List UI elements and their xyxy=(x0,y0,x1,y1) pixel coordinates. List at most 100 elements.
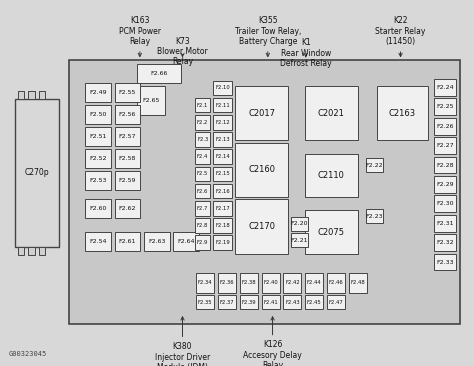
Text: F2.57: F2.57 xyxy=(119,134,136,139)
Bar xyxy=(85,199,111,218)
Bar xyxy=(305,273,323,293)
Text: F2.14: F2.14 xyxy=(215,154,230,159)
Bar xyxy=(305,210,358,254)
Text: K1
Rear Window
Defrost Relay: K1 Rear Window Defrost Relay xyxy=(280,38,331,68)
Text: C2110: C2110 xyxy=(318,171,345,180)
Bar xyxy=(137,64,181,83)
Bar xyxy=(115,232,140,251)
Text: F2.10: F2.10 xyxy=(215,85,230,90)
Bar xyxy=(291,233,308,247)
Text: F2.29: F2.29 xyxy=(436,182,454,187)
Bar xyxy=(85,232,111,251)
Bar xyxy=(69,60,460,324)
Text: F2.45: F2.45 xyxy=(307,300,322,305)
Bar xyxy=(434,254,456,270)
Text: F2.18: F2.18 xyxy=(215,223,230,228)
Text: F2.13: F2.13 xyxy=(216,137,230,142)
Text: F2.60: F2.60 xyxy=(90,206,107,211)
Bar xyxy=(434,137,456,154)
Text: F2.30: F2.30 xyxy=(437,201,454,206)
Text: F2.36: F2.36 xyxy=(220,280,234,285)
Text: F2.56: F2.56 xyxy=(119,112,136,117)
Text: F2.35: F2.35 xyxy=(198,300,212,305)
Text: C2170: C2170 xyxy=(248,222,275,231)
Bar xyxy=(85,171,111,190)
Bar xyxy=(115,149,140,168)
Text: K73
Blower Motor
Relay: K73 Blower Motor Relay xyxy=(157,37,208,66)
Text: F2.43: F2.43 xyxy=(285,300,300,305)
Bar xyxy=(240,295,258,309)
Bar xyxy=(366,209,383,223)
Text: F2.2: F2.2 xyxy=(197,120,208,125)
Text: F2.15: F2.15 xyxy=(215,171,230,176)
Bar xyxy=(262,295,280,309)
Bar xyxy=(213,184,232,198)
Text: C2160: C2160 xyxy=(248,165,275,174)
Bar xyxy=(213,235,232,250)
Text: F2.1: F2.1 xyxy=(197,102,208,108)
Bar xyxy=(115,105,140,124)
Text: F2.62: F2.62 xyxy=(119,206,136,211)
Text: F2.41: F2.41 xyxy=(263,300,278,305)
Text: F2.37: F2.37 xyxy=(220,300,234,305)
Text: K163
PCM Power
Relay: K163 PCM Power Relay xyxy=(119,16,161,56)
Text: F2.58: F2.58 xyxy=(119,156,136,161)
Text: F2.3: F2.3 xyxy=(197,137,208,142)
Bar xyxy=(39,247,45,255)
Bar xyxy=(195,98,210,112)
Text: K380
Injector Driver
Module (IDM)
Power Relay: K380 Injector Driver Module (IDM) Power … xyxy=(155,317,210,366)
Bar xyxy=(196,295,214,309)
Bar xyxy=(434,215,456,232)
Bar xyxy=(195,115,210,130)
Text: K22
Starter Relay
(11450): K22 Starter Relay (11450) xyxy=(375,16,426,56)
Text: F2.38: F2.38 xyxy=(242,280,256,285)
Bar xyxy=(195,235,210,250)
Text: F2.26: F2.26 xyxy=(437,124,454,129)
Text: F2.20: F2.20 xyxy=(291,221,308,226)
Text: F2.27: F2.27 xyxy=(436,143,454,148)
Bar xyxy=(28,247,35,255)
Bar xyxy=(213,81,232,95)
Text: K355
Trailer Tow Relay,
Battery Charge: K355 Trailer Tow Relay, Battery Charge xyxy=(235,16,301,56)
Text: F2.55: F2.55 xyxy=(119,90,136,96)
Bar xyxy=(213,149,232,164)
Text: F2.22: F2.22 xyxy=(365,163,383,168)
Bar xyxy=(291,217,308,231)
Bar xyxy=(327,273,345,293)
Bar xyxy=(213,115,232,130)
Text: F2.28: F2.28 xyxy=(437,163,454,168)
Bar xyxy=(213,98,232,112)
Text: F2.42: F2.42 xyxy=(285,280,300,285)
Text: F2.19: F2.19 xyxy=(215,240,230,245)
Text: F2.6: F2.6 xyxy=(197,188,208,194)
Text: F2.9: F2.9 xyxy=(197,240,208,245)
Bar xyxy=(235,143,288,197)
Bar xyxy=(434,234,456,251)
Text: C270p: C270p xyxy=(25,168,49,178)
Bar xyxy=(195,167,210,181)
Bar xyxy=(28,91,35,99)
Bar xyxy=(213,218,232,233)
Bar xyxy=(434,176,456,193)
Bar xyxy=(235,199,288,254)
Bar xyxy=(349,273,367,293)
Bar xyxy=(85,149,111,168)
Bar xyxy=(196,273,214,293)
Text: F2.46: F2.46 xyxy=(328,280,344,285)
Text: F2.39: F2.39 xyxy=(242,300,256,305)
Text: F2.63: F2.63 xyxy=(148,239,165,244)
Bar xyxy=(18,247,24,255)
Bar xyxy=(137,86,165,115)
Text: F2.32: F2.32 xyxy=(436,240,454,245)
Bar xyxy=(305,154,358,197)
Text: F2.53: F2.53 xyxy=(90,178,107,183)
Text: F2.24: F2.24 xyxy=(436,85,454,90)
Text: F2.47: F2.47 xyxy=(328,300,344,305)
Bar xyxy=(213,167,232,181)
Bar xyxy=(235,86,288,140)
Text: F2.50: F2.50 xyxy=(90,112,107,117)
Bar xyxy=(18,91,24,99)
Bar xyxy=(366,158,383,172)
Text: F2.34: F2.34 xyxy=(198,280,212,285)
Bar xyxy=(377,86,428,140)
